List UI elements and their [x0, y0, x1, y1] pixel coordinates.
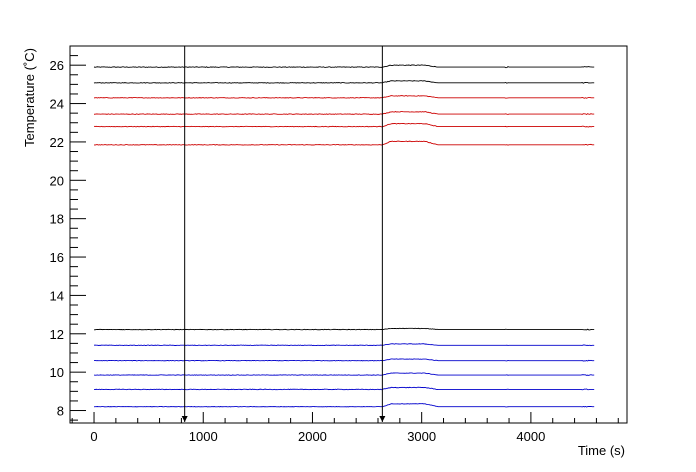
series-line: [93, 343, 595, 347]
x-tick-label: 2000: [298, 429, 327, 444]
series-line: [93, 358, 595, 362]
y-tick-label: 22: [50, 135, 64, 150]
series-line: [93, 403, 595, 408]
series-layer: [93, 64, 595, 408]
y-axis-label: Temperature (˚C): [22, 48, 37, 147]
y-tick-label: 24: [50, 97, 64, 112]
y-axis: 8 10 12 14 16 18 20 22 24 26: [50, 45, 86, 421]
x-axis-label: Time (s): [578, 443, 625, 458]
x-axis: 0 1000 2000 3000 4000: [71, 412, 619, 444]
y-tick-label: 18: [50, 212, 64, 227]
y-tick-label: 8: [57, 404, 64, 419]
series-line: [93, 80, 595, 84]
series-line: [93, 386, 595, 391]
y-tick-label: 16: [50, 250, 64, 265]
marker-layer: [181, 46, 386, 422]
series-line: [93, 95, 595, 99]
marker-arrow: [181, 416, 188, 422]
x-tick-label: 4000: [516, 429, 545, 444]
series-line: [93, 372, 595, 376]
series-line: [93, 122, 595, 128]
series-line: [93, 111, 595, 116]
marker-arrow: [379, 416, 386, 422]
y-tick-label: 26: [50, 58, 64, 73]
y-tick-label: 10: [50, 365, 64, 380]
series-line: [93, 327, 595, 331]
series-line: [93, 140, 595, 146]
x-tick-label: 0: [90, 429, 97, 444]
y-tick-label: 14: [50, 288, 64, 303]
y-tick-label: 20: [50, 173, 64, 188]
series-line: [93, 64, 595, 69]
plot-frame: [69, 45, 628, 424]
x-tick-label: 1000: [189, 429, 218, 444]
y-tick-label: 12: [50, 327, 64, 342]
x-tick-label: 3000: [407, 429, 436, 444]
